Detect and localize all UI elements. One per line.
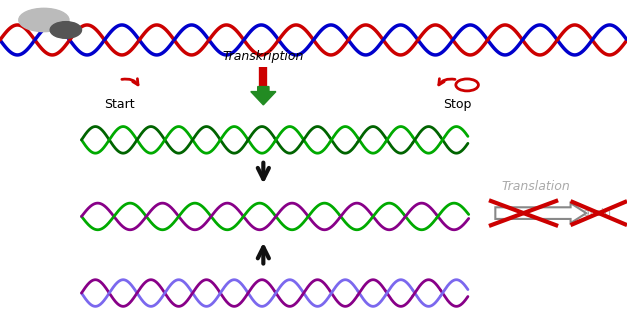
Ellipse shape [19,8,69,32]
Text: Translation: Translation [502,180,571,193]
FancyArrow shape [251,87,276,105]
Text: Protein: Protein [573,208,612,218]
Text: Start: Start [104,98,134,111]
Ellipse shape [50,22,82,38]
Text: Transkription: Transkription [223,50,304,63]
Text: Stop: Stop [443,98,472,111]
FancyArrow shape [495,203,586,223]
